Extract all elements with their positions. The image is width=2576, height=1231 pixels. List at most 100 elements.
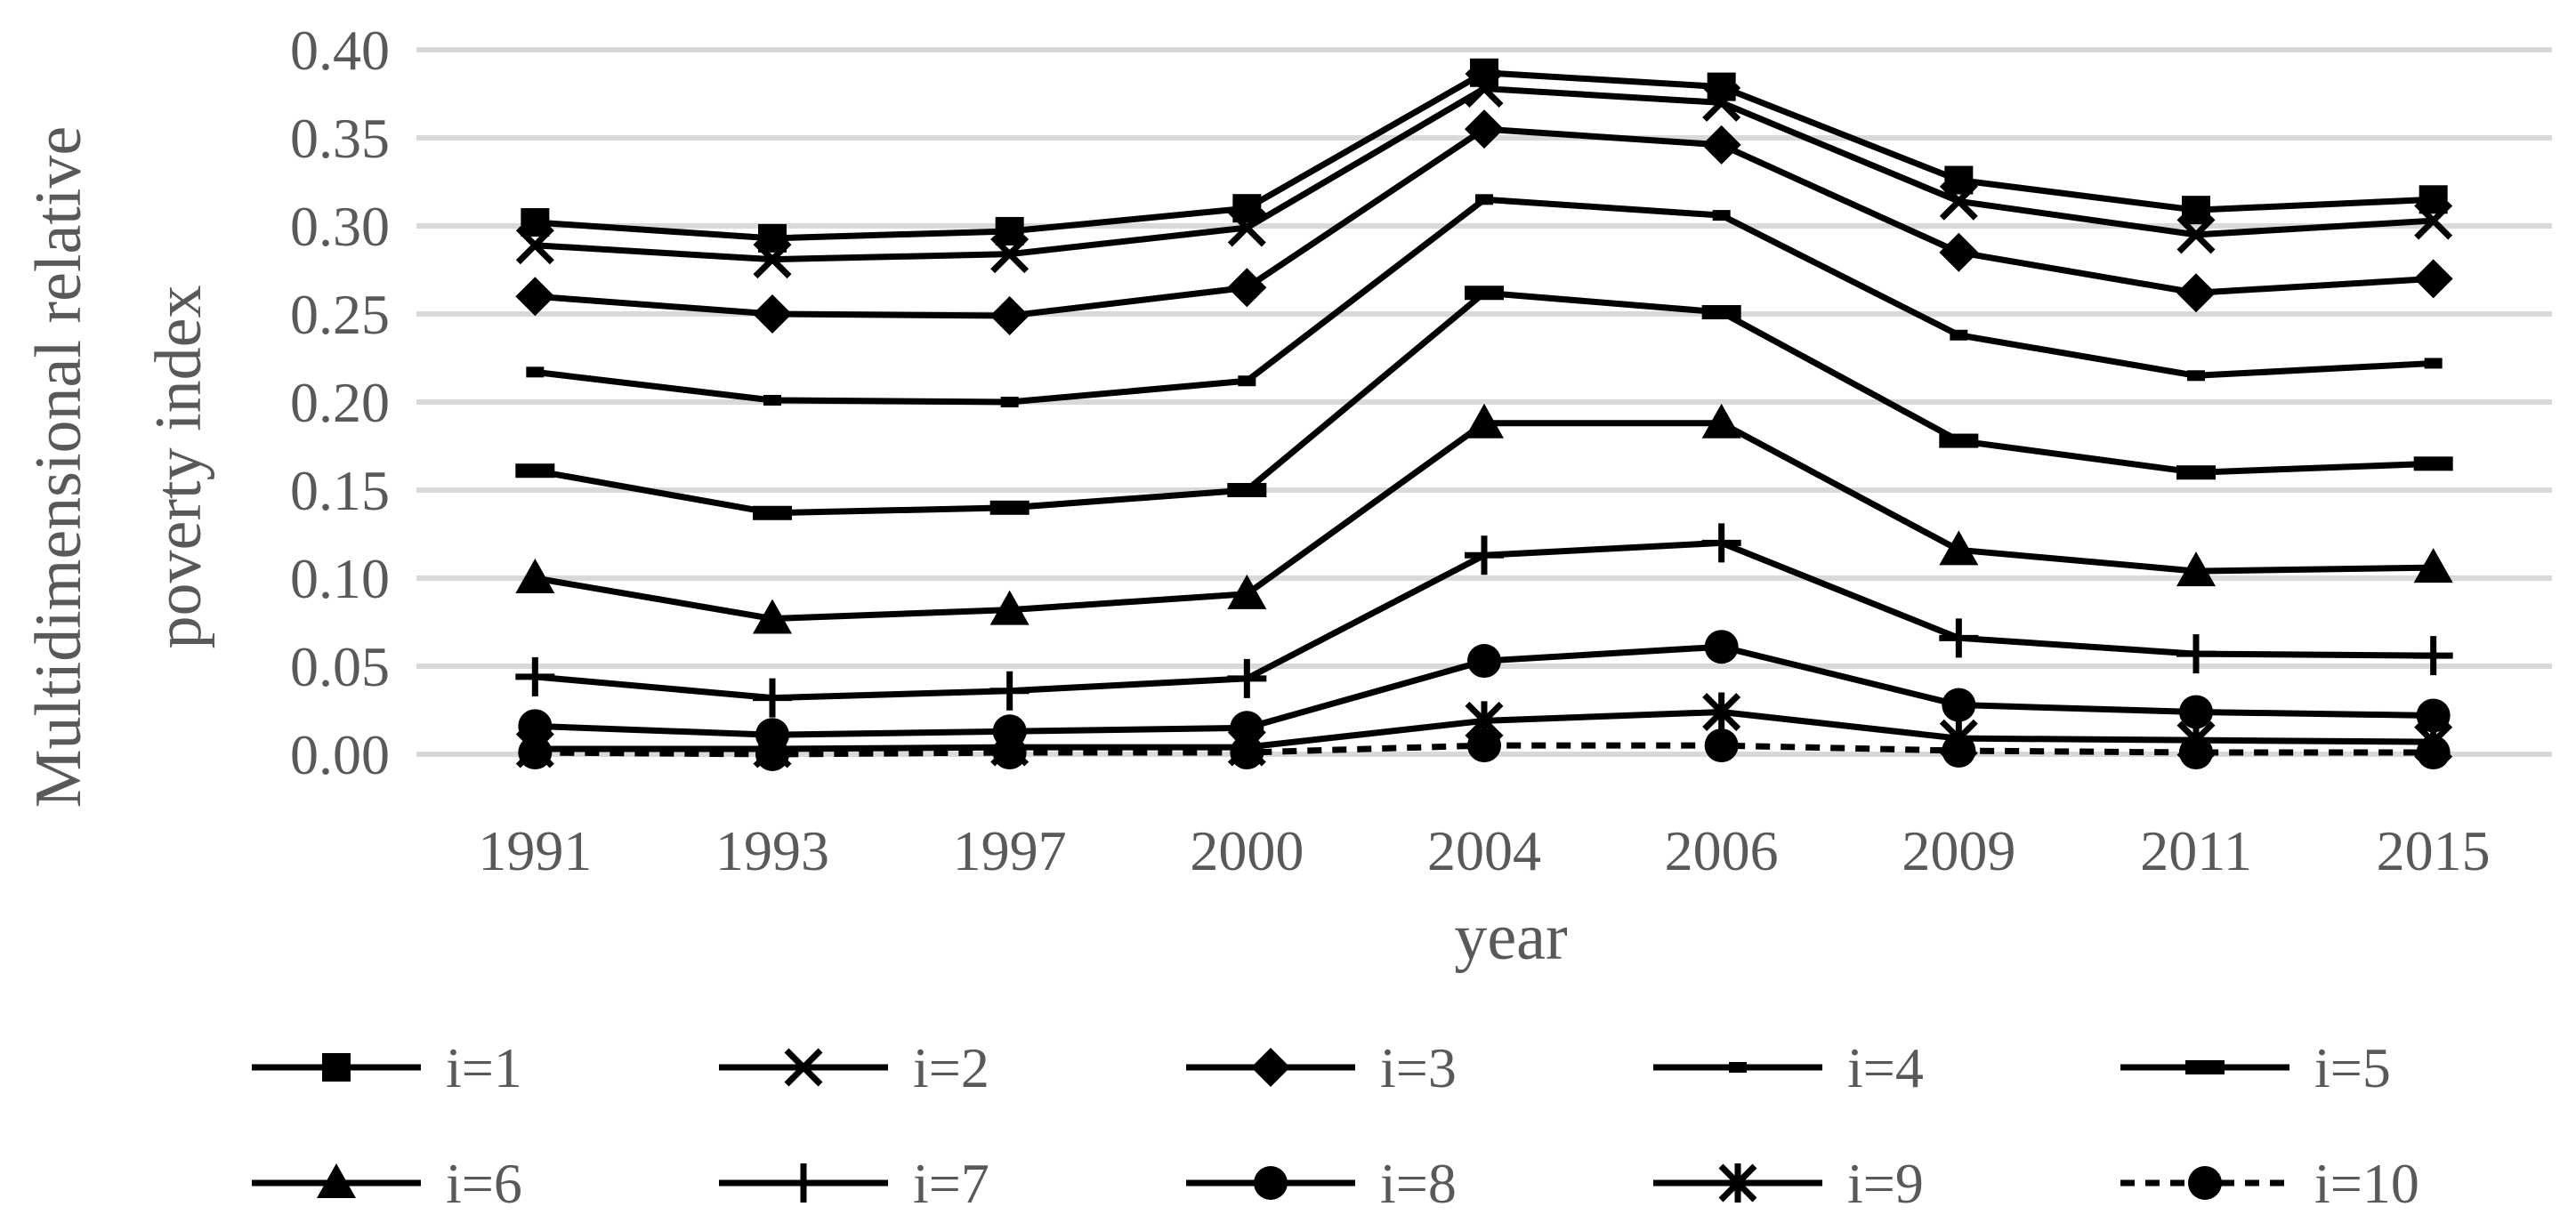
x-tick-label: 1993 xyxy=(715,819,829,882)
x-tick-label: 1991 xyxy=(478,819,592,882)
data-point xyxy=(2179,695,2213,729)
series-line xyxy=(535,69,2434,242)
series-2 xyxy=(515,69,2453,279)
data-point xyxy=(1000,397,1019,407)
data-point xyxy=(755,737,789,771)
data-point xyxy=(1712,210,1731,221)
legend-entry: i=4 xyxy=(1653,1036,1924,1099)
data-point xyxy=(515,277,555,317)
data-point xyxy=(1704,630,1739,664)
legend-label: i=5 xyxy=(2314,1036,2391,1099)
y-tick-label: 0.25 xyxy=(290,283,390,346)
x-axis-ticks: 1991 1993 1997 2000 2004 2006 2009 2011 2015 xyxy=(478,819,2490,882)
y-tick-label: 0.10 xyxy=(290,547,390,610)
x-tick-label: 1997 xyxy=(953,819,1067,882)
data-point xyxy=(526,366,545,378)
data-point xyxy=(2416,736,2451,770)
legend-entry: i=3 xyxy=(1186,1036,1457,1099)
data-point xyxy=(1227,658,1267,698)
series-5 xyxy=(515,286,2453,520)
data-point xyxy=(763,395,781,406)
data-point xyxy=(989,671,1030,711)
data-point xyxy=(784,1048,823,1087)
data-point xyxy=(784,1163,823,1203)
data-point xyxy=(2182,196,2210,225)
data-point xyxy=(1227,268,1267,308)
y-axis-ticks: 0.00 0.05 0.10 0.15 0.20 0.25 0.30 0.35 0.40 xyxy=(290,19,390,786)
data-point xyxy=(753,678,792,718)
data-point xyxy=(1465,286,1504,301)
data-point xyxy=(1939,433,1979,448)
data-point xyxy=(2413,456,2453,471)
series-lines xyxy=(515,58,2453,771)
series-10 xyxy=(518,728,2451,771)
data-point xyxy=(2413,259,2453,299)
data-point xyxy=(1701,403,1741,438)
data-point xyxy=(753,599,792,634)
data-point xyxy=(2416,698,2451,733)
x-tick-label: 2015 xyxy=(2377,819,2491,882)
data-point xyxy=(1465,535,1504,575)
data-point xyxy=(1718,1163,1757,1203)
data-point xyxy=(2176,551,2216,587)
data-point xyxy=(1227,574,1267,609)
data-point xyxy=(1704,728,1739,763)
data-point xyxy=(1939,530,1979,566)
data-point xyxy=(2185,1060,2225,1074)
data-point xyxy=(989,590,1030,625)
data-point xyxy=(1254,1166,1288,1200)
legend: i=1 i=2 i=3 i=4 i=5 i=6 i=7 i=8 i=9 i=10 xyxy=(252,1036,2419,1215)
data-point xyxy=(1467,644,1501,679)
series-4 xyxy=(526,194,2443,407)
x-tick-label: 2009 xyxy=(1902,819,2015,882)
data-point xyxy=(1227,208,1266,247)
data-point xyxy=(2176,273,2216,313)
data-point xyxy=(2188,1166,2222,1200)
y-axis-title-line-1: Multidimensional relative xyxy=(22,126,95,809)
legend-label: i=6 xyxy=(446,1152,522,1215)
data-point xyxy=(1251,1048,1290,1087)
data-point xyxy=(1701,523,1741,563)
data-point xyxy=(1230,736,1264,770)
legend-label: i=7 xyxy=(913,1152,989,1215)
data-point xyxy=(515,559,555,593)
legend-label: i=3 xyxy=(1380,1036,1457,1099)
legend-entry: i=1 xyxy=(252,1036,522,1099)
legend-label: i=8 xyxy=(1380,1152,1457,1215)
legend-entry: i=8 xyxy=(1186,1152,1457,1215)
data-point xyxy=(1465,109,1504,149)
data-point xyxy=(2176,215,2216,254)
data-point xyxy=(1939,232,1979,272)
data-point xyxy=(1701,305,1741,320)
legend-entry: i=9 xyxy=(1653,1152,1924,1215)
data-point xyxy=(753,505,792,520)
data-point xyxy=(992,736,1027,770)
data-point xyxy=(1467,728,1501,763)
legend-entry: i=6 xyxy=(252,1152,522,1215)
legend-label: i=4 xyxy=(1847,1036,1924,1099)
x-tick-label: 2004 xyxy=(1427,819,1541,882)
data-point xyxy=(2413,548,2453,583)
data-point xyxy=(1702,692,1741,732)
series-6 xyxy=(515,403,2453,634)
data-point xyxy=(515,463,555,479)
data-point xyxy=(989,295,1030,335)
y-tick-label: 0.20 xyxy=(290,371,390,434)
x-axis-title: year xyxy=(1454,901,1567,974)
data-point xyxy=(990,235,1030,274)
data-point xyxy=(1939,618,1979,658)
data-point xyxy=(317,1163,356,1198)
legend-entry: i=5 xyxy=(2120,1036,2391,1099)
data-point xyxy=(1701,125,1741,165)
data-point xyxy=(1942,688,1976,722)
y-tick-label: 0.15 xyxy=(290,459,390,522)
legend-entry: i=2 xyxy=(719,1036,989,1099)
data-point xyxy=(1942,734,1976,768)
series-3 xyxy=(515,109,2453,335)
y-axis-title-line-2: poverty index xyxy=(142,286,215,649)
legend-label: i=2 xyxy=(913,1036,989,1099)
x-tick-label: 2006 xyxy=(1665,819,1779,882)
data-point xyxy=(1465,403,1504,438)
x-tick-label: 2000 xyxy=(1190,819,1304,882)
